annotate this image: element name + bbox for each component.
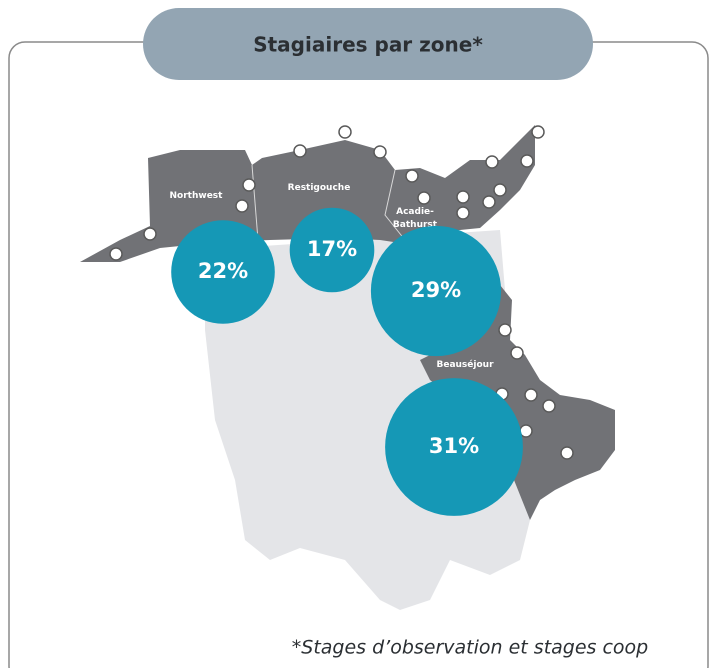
- bubble-label: 22%: [198, 259, 248, 283]
- bubble-label: 31%: [429, 434, 479, 458]
- bubble: [385, 378, 523, 516]
- region-label: Beauséjour: [436, 359, 494, 370]
- bubble: [289, 207, 375, 293]
- bubble-label: 29%: [411, 278, 461, 302]
- title-pill: [143, 8, 593, 80]
- site-icons: [109, 125, 574, 460]
- bubble: [171, 220, 275, 324]
- region-label: Northwest: [170, 191, 224, 201]
- region-label: Restigouche: [288, 183, 351, 193]
- title: Stagiaires par zone*: [253, 33, 483, 57]
- footnote: *Stages d’observation et stages coop: [292, 637, 648, 659]
- bubble-label: 17%: [307, 237, 357, 261]
- region-label: Acadie-Bathurst: [393, 207, 438, 230]
- zone-borders: [251, 164, 406, 241]
- bubble: [370, 225, 502, 357]
